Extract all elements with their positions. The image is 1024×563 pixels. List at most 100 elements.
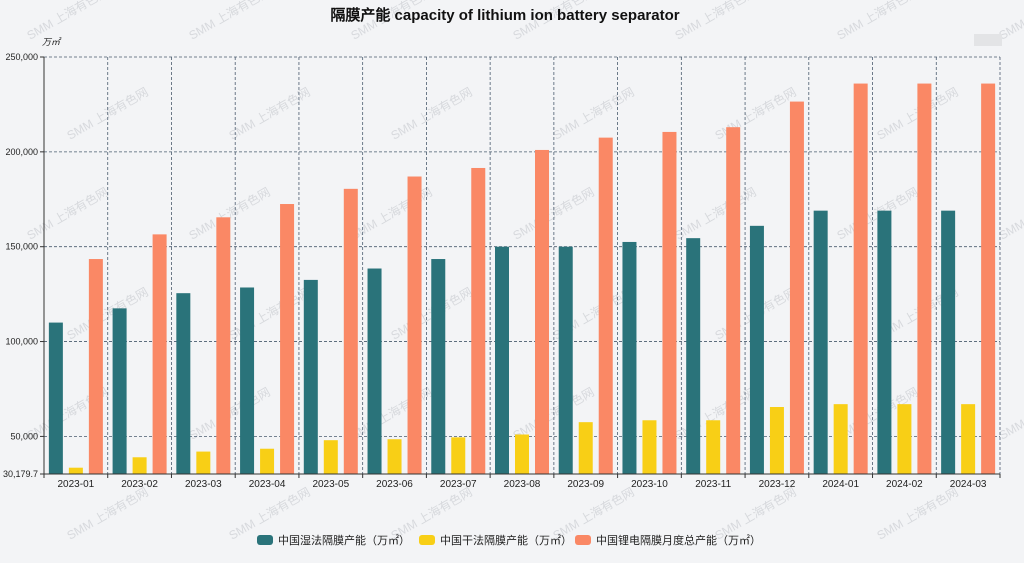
x-tick-label: 2024-02 bbox=[886, 479, 923, 490]
x-tick-label: 2024-01 bbox=[822, 479, 859, 490]
x-tick-label: 2023-11 bbox=[695, 479, 731, 490]
bar-series-3-2023-06 bbox=[407, 176, 422, 474]
legend-control bbox=[974, 34, 1002, 46]
watermark-text: SMM 上海有色网 bbox=[348, 384, 435, 443]
chart-title: 隔膜产能 capacity of lithium ion battery sep… bbox=[330, 6, 679, 24]
bar-series-2-2023-03 bbox=[196, 451, 211, 474]
watermark-text: SMM 上海有色网 bbox=[550, 484, 637, 543]
y-tick-label: 150,000 bbox=[5, 242, 38, 252]
x-tick-label: 2024-03 bbox=[950, 479, 987, 490]
axes bbox=[43, 57, 1000, 475]
bar-series-1-2024-03 bbox=[941, 210, 956, 474]
bar-series-3-2024-01 bbox=[853, 83, 868, 475]
legend-item-series-2[interactable]: 中国干法隔膜产能（万㎡） bbox=[419, 533, 572, 547]
bar-series-2-2023-06 bbox=[387, 439, 402, 474]
bar-series-2-2023-09 bbox=[578, 422, 593, 474]
watermark-text: SMM 上海有色网 bbox=[712, 484, 799, 543]
bar-series-2-2023-02 bbox=[132, 457, 147, 474]
legend-toggle-icon[interactable] bbox=[974, 34, 1002, 46]
bar-series-2-2024-01 bbox=[833, 404, 848, 474]
bar-series-1-2023-11 bbox=[686, 238, 701, 474]
watermark-text: SMM 上海有色网 bbox=[64, 484, 151, 543]
bar-series-1-2023-04 bbox=[240, 287, 255, 474]
bar-series-3-2023-12 bbox=[789, 101, 804, 475]
bar-series-3-2023-03 bbox=[216, 217, 231, 474]
bar-series-2-2023-10 bbox=[642, 420, 657, 474]
bar-series-3-2023-05 bbox=[343, 188, 358, 474]
bar-series-3-2023-08 bbox=[535, 149, 549, 475]
watermark-text: SMM 上海有色网 bbox=[64, 284, 151, 343]
bar-series-1-2023-06 bbox=[367, 268, 382, 474]
bar-series-3-2023-11 bbox=[726, 127, 741, 474]
bar-series-2-2023-11 bbox=[706, 420, 721, 474]
bar-series-1-2023-03 bbox=[176, 293, 191, 474]
bar-series-1-2024-01 bbox=[813, 210, 828, 474]
bar-series-2-2023-01 bbox=[68, 467, 83, 474]
watermark-text: SMM 上海有色网 bbox=[226, 484, 313, 543]
bar-series-1-2024-02 bbox=[877, 210, 892, 474]
x-tick-label: 2023-01 bbox=[58, 479, 95, 490]
watermark-text: SMM 上海有色网 bbox=[24, 184, 111, 243]
bars bbox=[48, 83, 996, 475]
bar-series-1-2023-05 bbox=[303, 279, 318, 474]
watermark-text: SMM 上海有色网 bbox=[834, 184, 921, 243]
bar-series-1-2023-12 bbox=[749, 225, 764, 474]
y-axis-ticks: 30,179.7 50,000 100,000 150,000 200,000 250,0… bbox=[3, 52, 44, 479]
watermark-text: SMM 上海有色网 bbox=[712, 84, 799, 143]
x-tick-label: 2023-12 bbox=[759, 479, 796, 490]
x-tick-label: 2023-09 bbox=[567, 479, 604, 490]
bar-series-2-2023-12 bbox=[769, 406, 784, 474]
bar-series-3-2024-02 bbox=[917, 83, 932, 475]
bar-series-2-2023-07 bbox=[451, 437, 466, 474]
bar-series-3-2023-01 bbox=[88, 259, 103, 474]
legend-label[interactable]: 中国锂电隔膜月度总产能（万㎡） bbox=[596, 533, 761, 547]
x-tick-label: 2023-04 bbox=[249, 479, 286, 490]
legend-swatch[interactable] bbox=[419, 535, 435, 545]
watermark-text: SMM 上海有色网 bbox=[874, 84, 961, 143]
watermark-text: SMM 上海有色网 bbox=[186, 0, 273, 43]
legend-swatch[interactable] bbox=[575, 535, 591, 545]
watermark-text: SMM 上海有色网 bbox=[672, 0, 759, 43]
bar-series-2-2024-03 bbox=[961, 404, 976, 474]
watermark-text: SMM 上海有色网 bbox=[834, 0, 921, 43]
watermark-text: SMM 上海有色网 bbox=[874, 484, 961, 543]
watermark-text: SMM 上海有色网 bbox=[64, 84, 151, 143]
bar-series-3-2023-07 bbox=[471, 167, 486, 474]
legend: 中国湿法隔膜产能（万㎡） 中国干法隔膜产能（万㎡） 中国锂电隔膜月度总产能（万㎡） bbox=[257, 533, 761, 547]
watermark-text: SMM 上海有色网 bbox=[226, 284, 313, 343]
bar-series-2-2023-08 bbox=[515, 434, 529, 474]
bar-series-1-2023-07 bbox=[431, 259, 446, 474]
bar-series-3-2023-09 bbox=[598, 137, 613, 474]
bar-series-3-2023-02 bbox=[152, 234, 167, 474]
watermark-text: SMM 上海有色网 bbox=[226, 84, 313, 143]
legend-label[interactable]: 中国湿法隔膜产能（万㎡） bbox=[278, 533, 410, 547]
y-axis-unit-label: 万㎡ bbox=[42, 37, 62, 47]
x-tick-label: 2023-06 bbox=[376, 479, 413, 490]
x-tick-label: 2023-02 bbox=[121, 479, 158, 490]
legend-item-series-1[interactable]: 中国湿法隔膜产能（万㎡） bbox=[257, 533, 410, 547]
watermark-text: SMM 上海有色网 bbox=[388, 484, 475, 543]
watermark-text: SMM 上海有色网 bbox=[24, 0, 111, 43]
y-tick-label: 30,179.7 bbox=[3, 469, 38, 479]
watermark-text: SMM 上海有色网 bbox=[510, 184, 597, 243]
y-tick-label: 50,000 bbox=[10, 431, 38, 441]
watermark-text: SMM 上海有色网 bbox=[388, 84, 475, 143]
bar-series-1-2023-10 bbox=[622, 241, 637, 474]
bar-series-1-2023-09 bbox=[558, 246, 573, 474]
bar-series-3-2023-04 bbox=[280, 204, 295, 474]
x-tick-label: 2023-03 bbox=[185, 479, 222, 490]
x-tick-label: 2023-07 bbox=[440, 479, 477, 490]
legend-label[interactable]: 中国干法隔膜产能（万㎡） bbox=[440, 533, 572, 547]
bar-series-1-2023-02 bbox=[112, 308, 127, 474]
x-tick-label: 2023-10 bbox=[631, 479, 668, 490]
x-axis-ticks: 2023-01 2023-02 2023-03 2023-04 2023-05 2023-… bbox=[43, 474, 1001, 490]
legend-item-series-3[interactable]: 中国锂电隔膜月度总产能（万㎡） bbox=[575, 533, 761, 547]
x-tick-label: 2023-05 bbox=[312, 479, 349, 490]
bar-series-1-2023-08 bbox=[495, 246, 509, 474]
legend-swatch[interactable] bbox=[257, 535, 273, 545]
bar-series-2-2023-04 bbox=[260, 448, 275, 474]
y-tick-label: 100,000 bbox=[5, 337, 38, 347]
bar-series-2-2023-05 bbox=[323, 440, 338, 474]
watermark-text: SMM 上海有色网 bbox=[672, 184, 759, 243]
